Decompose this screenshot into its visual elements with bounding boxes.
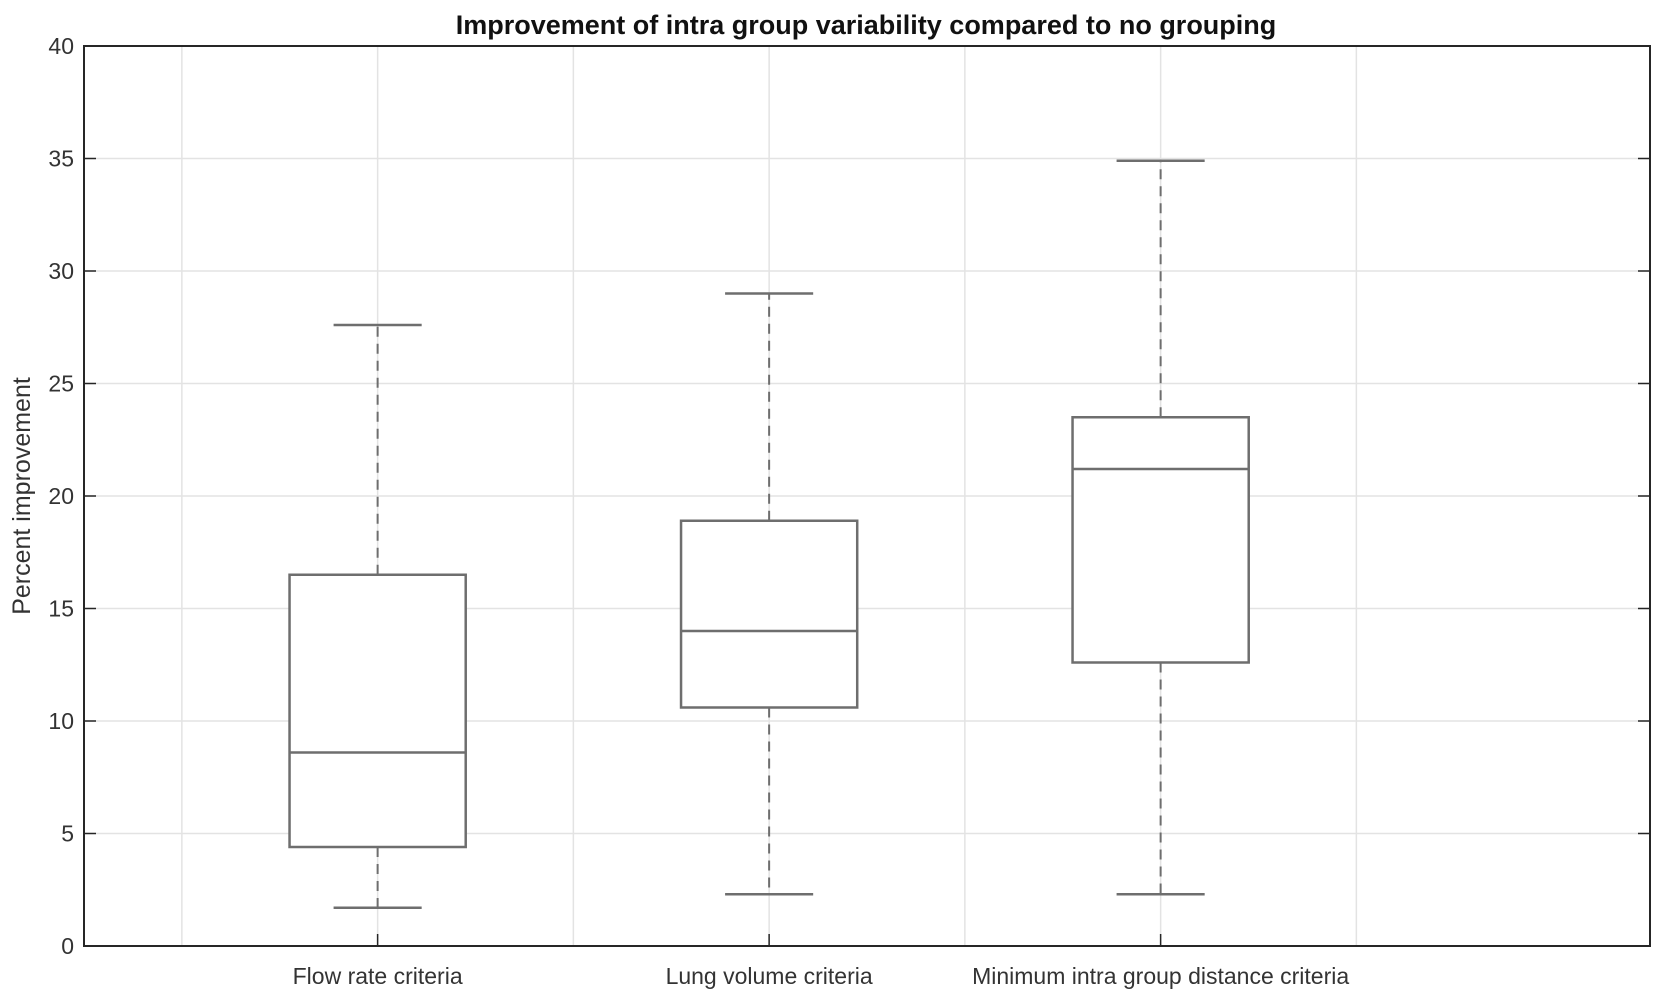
iqr-box: [1071, 416, 1250, 664]
y-tick-label: 10: [48, 708, 74, 734]
x-category-label: Flow rate criteria: [293, 963, 463, 989]
y-tick-label: 30: [48, 258, 74, 284]
y-tick-label: 40: [48, 33, 74, 59]
iqr-box: [679, 519, 859, 709]
y-tick-label: 35: [48, 146, 74, 172]
grid-lines: [84, 46, 1650, 946]
y-axis-label: Percent improvement: [8, 377, 36, 615]
x-axis-categories: Flow rate criteria Lung volume criteria Mi…: [293, 934, 1349, 989]
box-group-2: [679, 292, 859, 896]
y-tick-label: 5: [61, 821, 74, 847]
x-category-label: Lung volume criteria: [666, 963, 873, 989]
y-axis-ticks: 0 5 10 15 20 25 30 35 40: [48, 33, 1650, 959]
chart-title: Improvement of intra group variability c…: [456, 10, 1277, 40]
y-tick-label: 0: [61, 933, 74, 959]
y-tick-label: 15: [48, 596, 74, 622]
y-tick-label: 25: [48, 371, 74, 397]
box-group-1: [288, 323, 467, 909]
y-tick-label: 20: [48, 483, 74, 509]
x-category-label: Minimum intra group distance criteria: [972, 963, 1349, 989]
box-group-3: [1071, 159, 1250, 896]
iqr-box: [288, 573, 467, 849]
box-series: [288, 159, 1250, 909]
